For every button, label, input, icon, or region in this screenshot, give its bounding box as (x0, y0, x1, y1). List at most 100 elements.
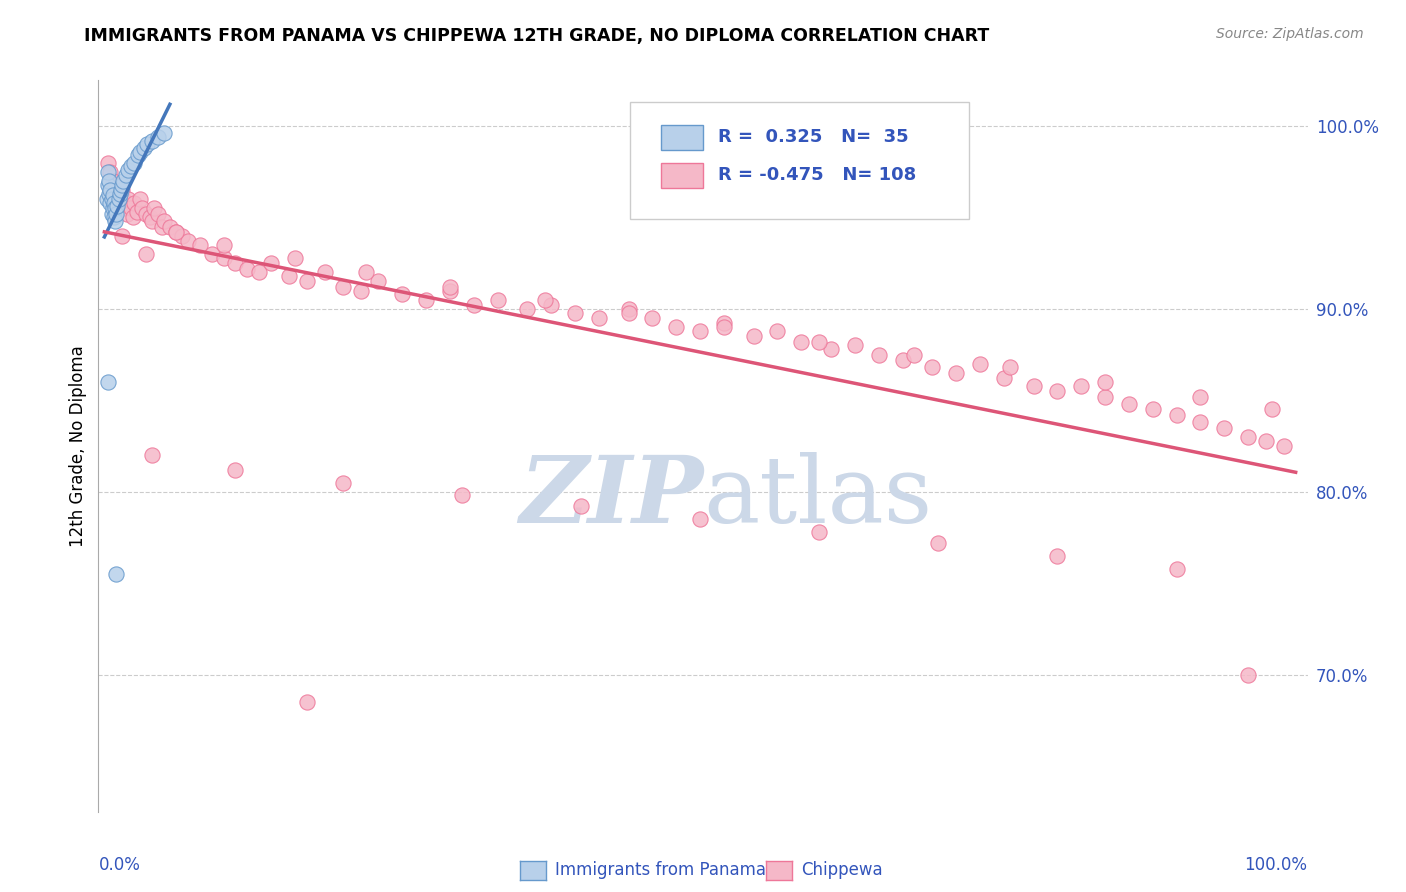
Point (111, 228, 134, 243)
Point (790, 334, 813, 349)
Point (98, 186, 121, 201)
Point (260, 256, 283, 270)
Point (766, 324, 789, 338)
Point (108, 186, 131, 201)
Point (107, 195, 129, 210)
Point (104, 214, 127, 228)
Point (540, 298, 562, 312)
Point (159, 219, 181, 234)
Point (115, 207, 138, 221)
Point (146, 207, 169, 221)
Point (903, 347, 925, 362)
Point (212, 251, 235, 265)
Point (1272, 439, 1295, 453)
Point (114, 201, 136, 215)
Point (332, 280, 354, 294)
Point (969, 357, 991, 371)
Point (224, 256, 246, 270)
Point (117, 162, 139, 177)
Point (122, 155, 145, 169)
Point (641, 310, 664, 325)
Point (110, 183, 132, 197)
Point (132, 141, 155, 155)
Bar (661, 125, 703, 150)
Point (569, 500, 592, 514)
Point (1166, 408, 1188, 422)
Text: R =  0.325   N=  35: R = 0.325 N= 35 (717, 128, 908, 146)
Bar (661, 162, 703, 188)
Point (107, 199, 129, 213)
Point (742, 329, 765, 343)
Point (153, 126, 176, 140)
Point (945, 366, 967, 380)
Point (122, 195, 145, 210)
Point (120, 159, 142, 173)
Point (921, 360, 943, 375)
Point (1094, 375, 1116, 389)
Point (463, 298, 485, 312)
Point (356, 265, 378, 279)
Point (125, 205, 148, 219)
Point (617, 301, 640, 316)
Point (135, 247, 157, 261)
Y-axis label: 12th Grade, No Diploma: 12th Grade, No Diploma (69, 345, 87, 547)
Point (284, 251, 307, 265)
Point (111, 178, 134, 192)
Point (1046, 549, 1069, 563)
Point (868, 347, 890, 362)
Point (278, 268, 301, 283)
Point (486, 293, 509, 307)
Point (105, 186, 128, 201)
Point (1237, 667, 1260, 681)
Point (98, 183, 121, 197)
Point (101, 201, 124, 215)
Point (136, 137, 159, 152)
Point (165, 225, 187, 239)
Point (1094, 390, 1116, 404)
Text: 100.0%: 100.0% (1244, 855, 1308, 873)
Point (415, 293, 437, 307)
Text: ZIP: ZIP (519, 452, 703, 542)
Point (439, 280, 461, 294)
Point (100, 207, 122, 221)
Point (117, 192, 139, 206)
Point (689, 512, 711, 526)
Point (295, 274, 318, 288)
Point (534, 293, 557, 307)
Point (295, 695, 318, 709)
Point (138, 211, 160, 225)
Text: Immigrants from Panama: Immigrants from Panama (555, 861, 766, 879)
Point (100, 192, 122, 206)
Point (170, 228, 193, 243)
Point (516, 301, 538, 316)
Point (165, 225, 187, 239)
Point (104, 183, 127, 197)
Point (146, 130, 169, 145)
Text: IMMIGRANTS FROM PANAMA VS CHIPPEWA 12TH GRADE, NO DIPLOMA CORRELATION CHART: IMMIGRANTS FROM PANAMA VS CHIPPEWA 12TH … (84, 27, 990, 45)
Point (212, 237, 235, 252)
Point (97, 155, 120, 169)
Point (188, 237, 211, 252)
Point (367, 274, 389, 288)
Text: Chippewa: Chippewa (801, 861, 883, 879)
Point (391, 287, 413, 301)
Point (588, 310, 610, 325)
Point (891, 353, 914, 368)
Point (141, 134, 163, 148)
Point (107, 192, 129, 206)
Point (1142, 402, 1164, 417)
Point (1070, 378, 1092, 392)
Point (101, 174, 124, 188)
Point (112, 174, 135, 188)
Point (224, 463, 246, 477)
Point (103, 211, 125, 225)
Point (105, 567, 128, 582)
Point (122, 211, 145, 225)
Point (143, 201, 166, 215)
Point (114, 197, 136, 211)
Point (135, 207, 157, 221)
Point (129, 192, 152, 206)
Point (1189, 390, 1212, 404)
Point (1237, 430, 1260, 444)
Point (998, 360, 1021, 375)
